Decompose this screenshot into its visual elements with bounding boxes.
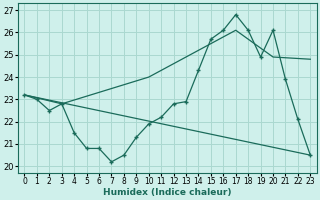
X-axis label: Humidex (Indice chaleur): Humidex (Indice chaleur) bbox=[103, 188, 232, 197]
